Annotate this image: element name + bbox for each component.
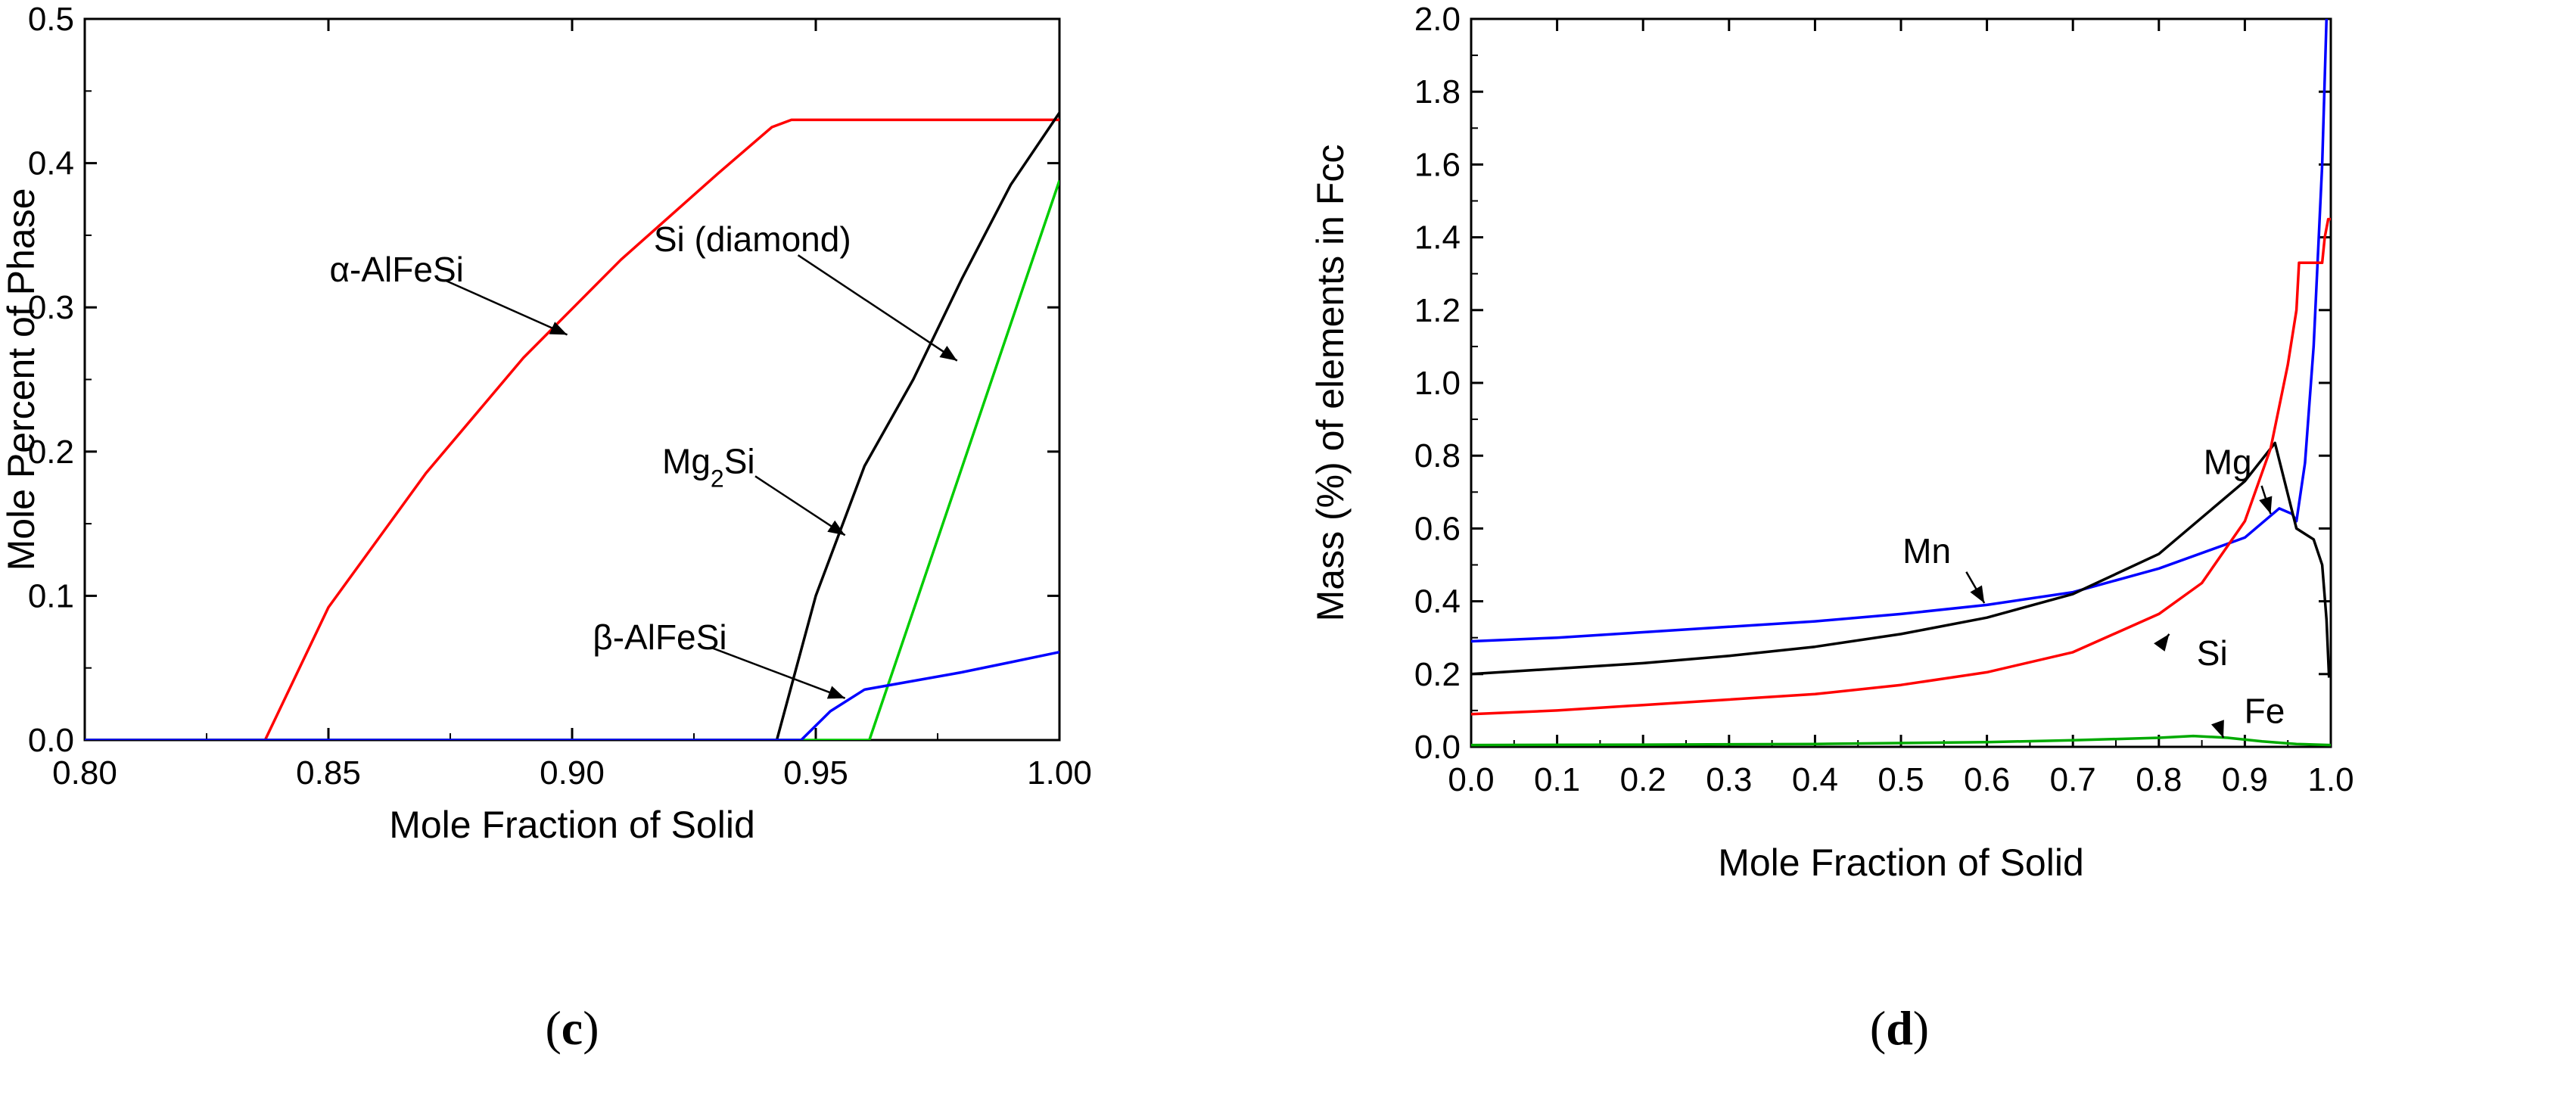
annotation-label: Mn (1902, 531, 1951, 571)
y-tick-label: 0.1 (28, 577, 74, 614)
annotation-label: Si (diamond) (654, 219, 851, 259)
annotation-arrow-head (2259, 496, 2273, 515)
panel-letter: d (1886, 1001, 1913, 1055)
y-tick-label: 1.6 (1414, 146, 1461, 183)
annotation-text-after: Si (724, 441, 755, 481)
annotation-arrow-head (2154, 633, 2170, 652)
annotation-label: β-AlFeSi (593, 617, 726, 657)
x-tick-label: 0.9 (2222, 761, 2268, 798)
y-tick-label: 0.2 (1414, 656, 1461, 693)
annotation-text: Si (2197, 633, 2228, 673)
annotation-text: Mn (1902, 531, 1951, 571)
annotation-arrow-line (710, 646, 846, 699)
series-line-si (1471, 217, 2331, 716)
y-tick-label: 0.5 (28, 1, 74, 38)
annotation-text: β-AlFeSi (593, 617, 726, 657)
annotation-arrow-line (446, 279, 568, 336)
annotation-text: Fe (2245, 692, 2285, 731)
x-tick-label: 0.3 (1706, 761, 1752, 798)
y-tick-label: 0.8 (1414, 437, 1461, 474)
annotation-label: Mg (2204, 442, 2252, 481)
x-tick-label: 0.0 (1448, 761, 1494, 798)
y-tick-label: 0.4 (1414, 583, 1461, 620)
y-tick-label: 1.0 (1414, 365, 1461, 402)
panel-paren-open: ( (545, 1001, 561, 1055)
series-line-fe (1471, 734, 2331, 747)
y-tick-label: 0.3 (28, 289, 74, 326)
x-tick-label: 0.1 (1534, 761, 1580, 798)
annotation-label: Si (2197, 633, 2228, 673)
x-tick-label: 0.80 (52, 754, 117, 792)
annotation-arrow-head (1970, 585, 1985, 604)
series-line--alfesi (85, 118, 1059, 740)
panel-paren-close: ) (1913, 1001, 1929, 1055)
annotation-text: α-AlFeSi (329, 250, 463, 289)
y-tick-label: 0.4 (28, 145, 74, 182)
annotation-arrow-line (754, 475, 846, 537)
x-axis-title: Mole Fraction of Solid (1718, 841, 2084, 884)
y-tick-label: 0.0 (28, 722, 74, 759)
x-tick-label: 0.8 (2136, 761, 2182, 798)
y-tick-label: 0.2 (28, 434, 74, 471)
annotation-label: Fe (2245, 692, 2285, 731)
x-tick-label: 0.85 (296, 754, 361, 792)
annotation-label: α-AlFeSi (329, 250, 463, 289)
series-line-mg2si (85, 111, 1059, 740)
chart-c: 0.80 0.85 0.90 0.95 1.00 0.0 0.1 0.2 0.3 0.4 0.5 Mo… (0, 1, 1092, 1055)
panel-paren-close: ) (583, 1001, 599, 1055)
annotation-arrow-head (826, 686, 845, 699)
annotation-arrow-head (549, 322, 568, 335)
x-tick-label: 0.4 (1792, 761, 1838, 798)
y-axis-title: Mole Percent of Phase (0, 188, 42, 571)
annotation-subscript: 2 (711, 465, 724, 492)
annotation-text: Mg (2204, 442, 2252, 481)
panel-paren-open: ( (1870, 1001, 1886, 1055)
x-tick-label: 0.95 (783, 754, 848, 792)
y-tick-label: 0.0 (1414, 729, 1461, 766)
annotation-arrow-head (939, 346, 957, 361)
y-tick-label: 1.4 (1414, 219, 1461, 257)
x-tick-label: 0.90 (540, 754, 605, 792)
annotation-arrow-line (797, 254, 958, 362)
annotation-label: Mg2Si (662, 441, 755, 492)
annotation-text: Mg (662, 441, 711, 481)
x-tick-label: 1.0 (2307, 761, 2354, 798)
series-line-mg (1471, 441, 2331, 678)
x-tick-label: 0.5 (1878, 761, 1924, 798)
panel-label: (c) (545, 1001, 599, 1055)
chart-d: 0.0 0.1 0.2 0.3 0.4 0.5 0.6 0.7 0.8 0.9 1.0 0.0 0.2 0… (1309, 1, 2354, 1055)
x-tick-label: 0.2 (1620, 761, 1666, 798)
panel-letter: c (562, 1001, 583, 1055)
x-tick-label: 0.7 (2050, 761, 2096, 798)
y-axis-title: Mass (%) of elements in Fcc (1309, 145, 1352, 622)
y-tick-label: 1.8 (1414, 73, 1461, 110)
y-tick-label: 1.2 (1414, 292, 1461, 329)
panel-label: (d) (1870, 1001, 1929, 1055)
x-tick-label: 0.6 (1964, 761, 2010, 798)
annotation-arrow-head (2210, 720, 2224, 738)
annotation-text: Si (diamond) (654, 219, 851, 259)
y-tick-label: 0.6 (1414, 510, 1461, 547)
series-line-mn (1471, 19, 2329, 643)
annotation-arrow-head (827, 520, 845, 536)
x-axis-title: Mole Fraction of Solid (389, 804, 755, 846)
series-line-si-diamond- (85, 179, 1059, 740)
series-line--alfesi (85, 650, 1059, 740)
y-tick-label: 2.0 (1414, 1, 1461, 38)
x-tick-label: 1.00 (1027, 754, 1092, 792)
